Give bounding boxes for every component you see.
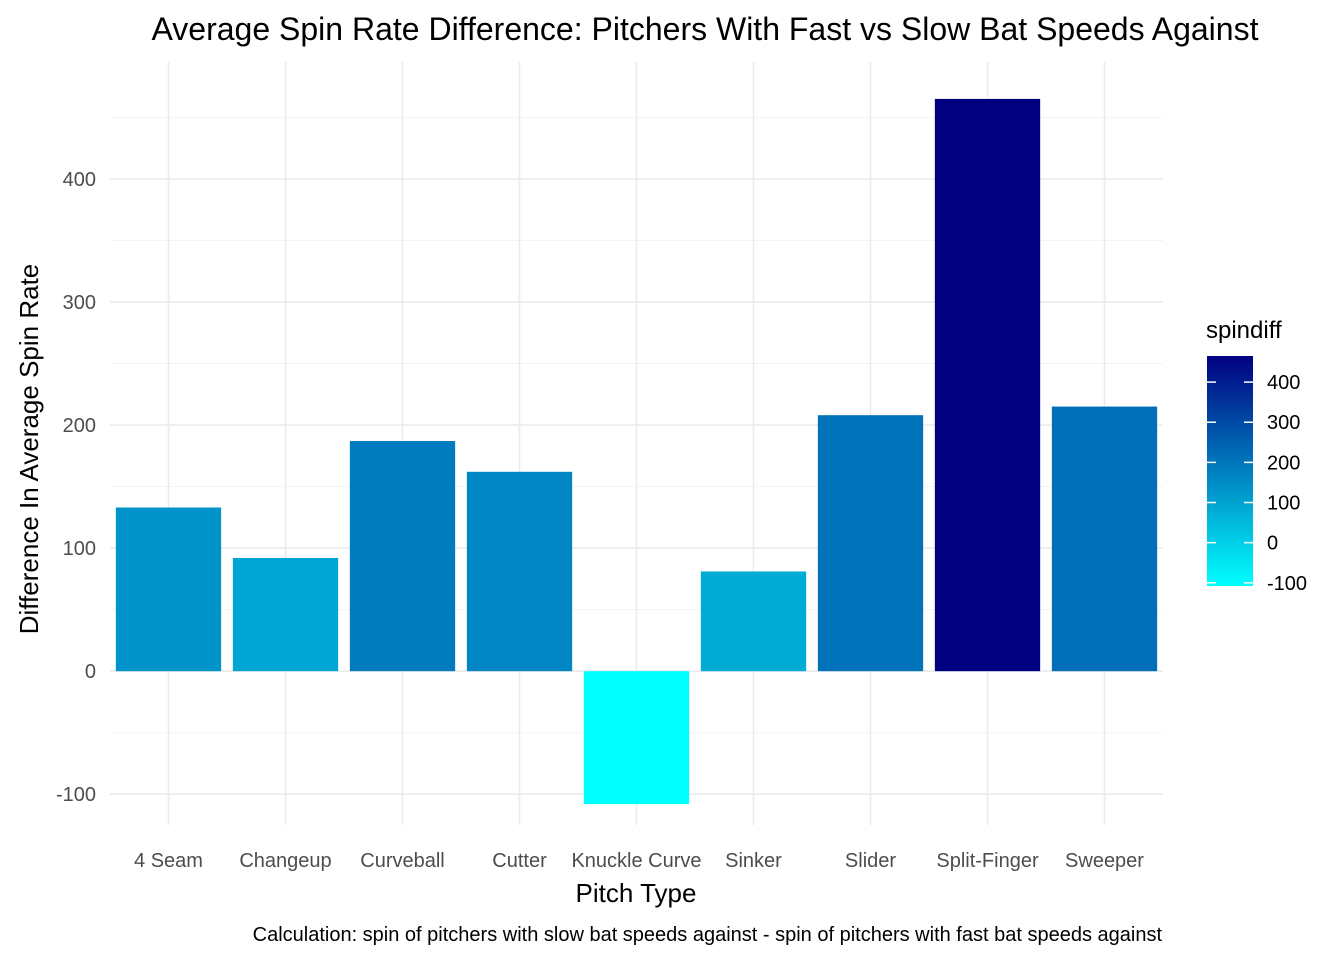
chart-title: Average Spin Rate Difference: Pitchers W… <box>152 11 1259 47</box>
bar-changeup <box>232 557 339 672</box>
y-tick-label: 400 <box>63 169 96 191</box>
x-axis-title: Pitch Type <box>576 878 697 908</box>
legend-tick-label: 300 <box>1267 412 1300 434</box>
bar-split-finger <box>934 98 1041 672</box>
x-tick-label: 4 Seam <box>134 850 203 872</box>
legend-tick-label: 0 <box>1267 533 1278 555</box>
bar-4-seam <box>115 507 222 672</box>
legend-tick-label: -100 <box>1267 573 1307 595</box>
x-tick-label: Curveball <box>360 850 444 872</box>
y-axis-ticks: -100 0 100 200 300 400 <box>56 169 96 806</box>
y-tick-label: -100 <box>56 784 96 806</box>
legend-tick-label: 400 <box>1267 372 1300 394</box>
x-tick-label: Split-Finger <box>936 850 1039 872</box>
x-tick-label: Slider <box>845 850 896 872</box>
legend-tick-label: 200 <box>1267 452 1300 474</box>
y-tick-label: 0 <box>85 661 96 683</box>
x-tick-label: Sweeper <box>1065 850 1144 872</box>
bars <box>115 98 1158 805</box>
bar-curveball <box>349 441 456 672</box>
legend-title: spindiff <box>1206 317 1282 344</box>
legend-colorbar <box>1207 356 1253 586</box>
x-tick-label: Cutter <box>492 850 547 872</box>
y-tick-label: 200 <box>63 415 96 437</box>
grid-lines <box>110 62 1163 825</box>
legend-tick-label: 100 <box>1267 493 1300 515</box>
x-axis-ticks: 4 Seam Changeup Curveball Cutter Knuckle Cur… <box>134 850 1144 872</box>
bar-sweeper <box>1051 406 1158 672</box>
legend-ticks: 400 300 200 100 0 -100 <box>1207 372 1307 595</box>
chart-caption: Calculation: spin of pitchers with slow … <box>253 924 1163 946</box>
x-tick-label: Sinker <box>725 850 782 872</box>
bar-slider <box>817 415 924 672</box>
y-tick-label: 100 <box>63 538 96 560</box>
bar-sinker <box>700 571 807 672</box>
bar-cutter <box>466 471 573 672</box>
y-tick-label: 300 <box>63 292 96 314</box>
x-tick-label: Knuckle Curve <box>571 850 701 872</box>
bar-knuckle-curve <box>583 671 690 805</box>
x-tick-label: Changeup <box>239 850 331 872</box>
y-axis-title: Difference In Average Spin Rate <box>14 264 44 635</box>
